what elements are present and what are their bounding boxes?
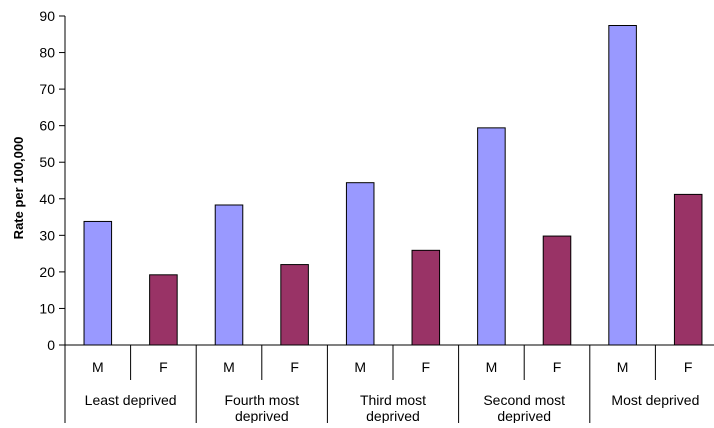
- x-group-label-line: Least deprived: [85, 392, 177, 408]
- bars: [83, 25, 703, 346]
- x-category-label: M: [617, 359, 629, 375]
- bar-m: [83, 220, 113, 346]
- x-category-label: F: [684, 359, 693, 375]
- bar-f: [149, 274, 178, 346]
- bar-f: [542, 235, 572, 346]
- x-group-label-line: deprived: [235, 408, 289, 423]
- x-category-label: F: [159, 359, 168, 375]
- x-group-label-line: Fourth most: [224, 392, 299, 408]
- bar-m: [214, 204, 244, 346]
- labels: 0 10 20 30 40 50 60 70 80 90 M F Least deprived M F Fou…: [39, 8, 699, 424]
- x-category-label: M: [223, 359, 235, 375]
- y-tick-label: 10: [39, 300, 55, 316]
- x-category-label: F: [553, 359, 562, 375]
- bar-f: [411, 249, 441, 346]
- x-group-label-line: deprived: [366, 408, 420, 423]
- x-category-label: F: [290, 359, 299, 375]
- y-axis-title: Rate per 100,000: [11, 137, 26, 240]
- y-tick-label: 50: [39, 154, 55, 170]
- y-tick-label: 70: [39, 81, 55, 97]
- x-category-label: M: [486, 359, 498, 375]
- bar-m: [345, 182, 375, 346]
- bar-f: [673, 193, 703, 346]
- x-group-label: Fourth most deprived: [224, 392, 299, 423]
- x-group-label-line: Third most: [360, 392, 426, 408]
- y-tick-label: 40: [39, 191, 55, 207]
- y-tick-label: 20: [39, 264, 55, 280]
- x-category-label: M: [92, 359, 104, 375]
- y-tick-label: 60: [39, 118, 55, 134]
- bar-f: [280, 264, 309, 346]
- bar-m: [608, 25, 637, 346]
- x-group-label: Third most deprived: [360, 392, 426, 423]
- x-group-label: Least deprived: [85, 392, 177, 408]
- x-group-label: Most deprived: [611, 392, 699, 408]
- x-group-label-line: deprived: [497, 408, 551, 423]
- y-tick-label: 30: [39, 227, 55, 243]
- x-group-label-line: Second most: [483, 392, 565, 408]
- y-tick-label: 90: [39, 8, 55, 24]
- y-tick-label: 0: [47, 337, 55, 353]
- x-category-label: M: [354, 359, 366, 375]
- bar-m: [477, 127, 506, 346]
- x-group-label-line: Most deprived: [611, 392, 699, 408]
- x-group-label: Second most deprived: [483, 392, 565, 423]
- y-tick-label: 80: [39, 45, 55, 61]
- x-category-label: F: [422, 359, 431, 375]
